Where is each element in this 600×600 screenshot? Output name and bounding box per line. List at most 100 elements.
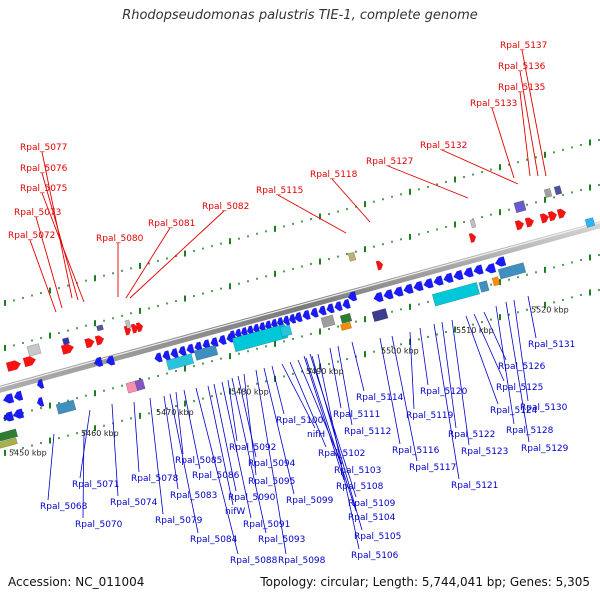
forward-gene-label: Rpal_5077 [20,143,67,153]
reverse-gene-label: Rpal_5086 [192,471,240,481]
feature-block-shape [339,312,353,324]
reverse-leader-line [227,379,238,442]
reverse-gene-label: Rpal_5126 [498,362,546,372]
reverse-leader-line [527,295,537,339]
feature-block-shape [431,282,481,307]
reverse-leader-line [221,381,252,519]
scale-label: 5500 kbp [381,347,419,356]
reverse-gene-arrow [36,396,45,407]
reverse-gene-arrow [2,411,15,422]
feature-block [165,353,195,371]
reverse-gene-arrow [93,356,104,367]
forward-gene-arrow-shape [556,208,567,219]
reverse-gene-arrow-shape [383,289,394,300]
feature-block-shape [165,353,195,371]
reverse-gene-label: Rpal_5120 [420,387,468,397]
reverse-gene-arrow-shape [186,343,195,354]
reverse-gene-arrow-shape [13,390,24,401]
feature-block [339,312,353,324]
reverse-leader-line [263,367,295,495]
reverse-gene-arrow [326,303,335,314]
reverse-leader-line [237,375,257,458]
reverse-leader-line [441,321,457,429]
reverse-gene-arrow-shape [423,278,434,289]
forward-gene-arrow-shape [135,322,144,333]
reverse-gene-label: Rpal_5109 [348,499,396,509]
reverse-leader-line [337,345,353,426]
reverse-gene-arrow [494,256,507,267]
reverse-gene-arrow [2,393,15,404]
forward-gene-arrow [375,260,384,271]
scale-label: 5450 kbp [9,449,47,458]
forward-leader-line [519,91,531,177]
forward-gene-arrow [130,323,139,334]
forward-leader-line [331,178,371,223]
feature-block [320,314,336,329]
reverse-gene-arrow-shape [373,291,384,303]
forward-gene-label: Rpal_5136 [498,62,546,72]
forward-leader-line [521,49,547,177]
genome-backbone [0,221,600,393]
reverse-gene-arrow [105,355,116,366]
forward-gene-arrow [547,211,558,222]
reverse-gene-arrow [294,311,303,323]
reverse-gene-label: Rpal_5112 [344,427,391,437]
feature-block [469,218,477,229]
feature-block-shape [134,378,146,392]
feature-block-shape [279,324,293,338]
reverse-leader-line [213,383,237,492]
feature-block [96,324,104,332]
feature-block [279,324,293,338]
reverse-leader-line [163,395,179,490]
reverse-gene-arrow-shape [433,275,444,286]
feature-block [62,337,70,346]
forward-gene-arrow [468,232,477,244]
reverse-leader-line [451,319,470,446]
scale-label: 5480 kbp [231,388,269,397]
reverse-gene-arrow-shape [334,301,343,312]
reverse-gene-label: Rpal_5085 [175,456,222,466]
reverse-gene-label: Rpal_5070 [75,520,123,530]
forward-gene-arrow [84,337,95,349]
reverse-leader-line [309,353,357,498]
forward-leader-line [519,70,539,177]
reverse-gene-label: Rpal_5091 [243,520,290,530]
reverse-gene-arrow-shape [162,350,171,361]
forward-leader-line [441,149,519,185]
topology-text: Topology: circular; Length: 5,744,041 bp… [260,575,590,589]
reverse-leader-line [305,357,357,512]
reverse-leader-line [207,385,234,506]
reverse-gene-label: nifW [225,507,245,517]
reverse-gene-label: Rpal_5092 [229,443,276,453]
reverse-leader-line [379,337,401,445]
reverse-gene-arrow-shape [12,408,25,419]
reverse-gene-arrow [162,350,171,361]
forward-leader-line [41,172,79,301]
reverse-gene-label: Rpal_5088 [230,556,278,566]
forward-gene-label: Rpal_5127 [366,157,413,167]
reverse-gene-arrow-shape [2,411,15,422]
reverse-leader-line [433,323,460,480]
reverse-gene-arrow [463,267,474,278]
reverse-gene-arrow-shape [218,334,227,346]
forward-gene-label: Rpal_5073 [14,208,61,218]
reverse-gene-label: Rpal_5098 [278,556,326,566]
reverse-leader-line [255,369,287,555]
feature-block [134,378,146,392]
reverse-gene-arrow-shape [484,262,497,274]
scale-label: 5490 kbp [306,367,344,376]
forward-gene-arrow [135,322,144,333]
reverse-gene-arrow-shape [288,313,297,324]
forward-gene-arrow-shape [5,360,22,372]
reverse-gene-label: Rpal_5094 [248,459,296,469]
reverse-gene-arrow [282,315,291,326]
feature-block [478,280,490,293]
reverse-leader-line [281,363,316,429]
reverse-gene-arrow-shape [463,267,474,278]
reverse-leader-line [169,393,199,534]
reverse-leader-line [183,389,201,470]
reverse-gene-label: Rpal_5114 [356,393,404,403]
reverse-gene-arrow-shape [210,337,219,348]
